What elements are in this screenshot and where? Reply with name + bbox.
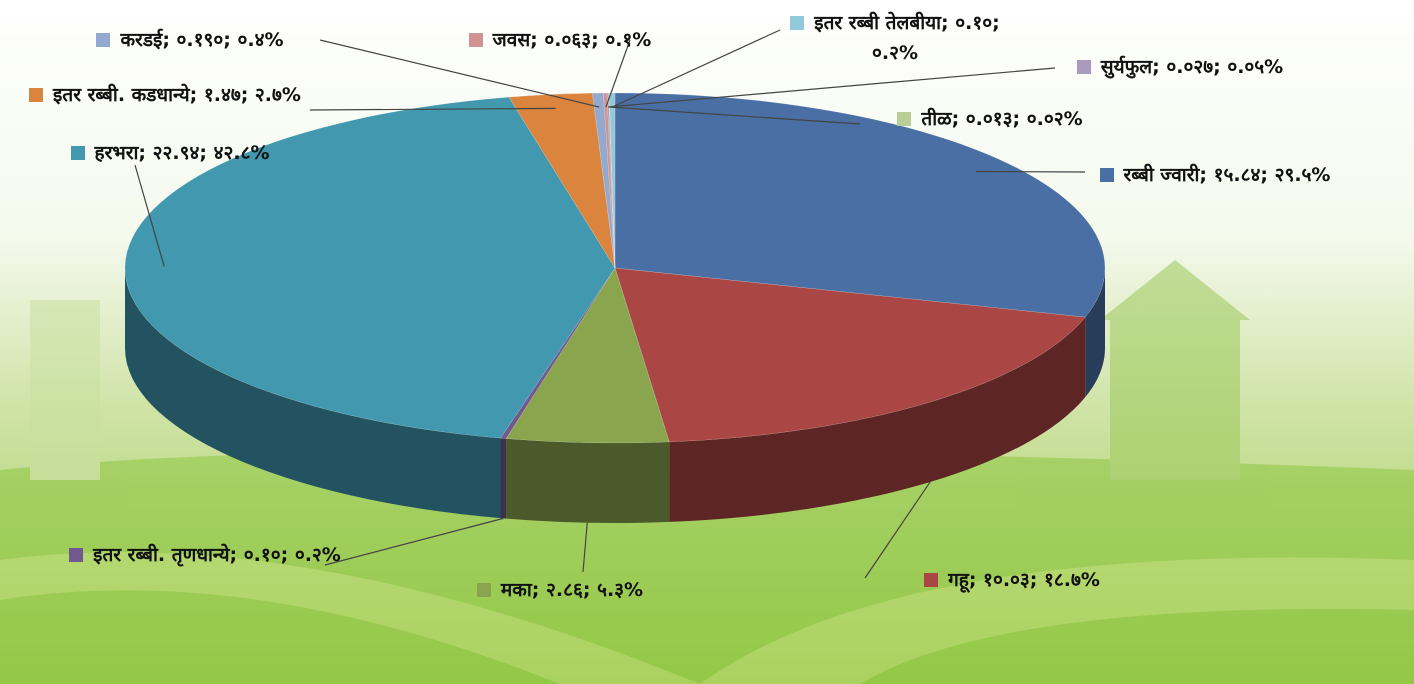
leader-line (608, 68, 1055, 107)
label-text: मका; २.८६; ५.३% (501, 579, 643, 601)
data-label: तीळ; ०.०१३; ०.०२% (855, 104, 1125, 134)
label-swatch (924, 573, 938, 587)
label-text: रब्बी ज्वारी; १५.८४; २९.५% (1124, 164, 1331, 186)
data-label: इतर रब्बी. तृणधान्ये; ०.१०; ०.२% (55, 540, 355, 570)
label-text: हरभरा; २२.९४; ४२.८% (95, 142, 270, 164)
label-text: इतर रब्बी. तृणधान्ये; ०.१०; ०.२% (93, 544, 341, 566)
leader-line (976, 171, 1085, 172)
chart: रब्बी ज्वारी; १५.८४; २९.५% गहू; १०.०३; १८… (0, 0, 1414, 684)
label-swatch (897, 112, 911, 126)
data-label: इतर रब्बी तेलबीया; ०.१०; ०.२% (780, 8, 1010, 68)
slice-side (500, 438, 506, 518)
label-text: जवस; ०.०६३; ०.१% (493, 29, 652, 51)
label-swatch (96, 33, 110, 47)
label-text: गहू; १०.०३; १८.७% (948, 569, 1100, 591)
data-label: करडई; ०.१९०; ०.४% (40, 25, 340, 55)
label-swatch (71, 146, 85, 160)
label-text: तीळ; ०.०१३; ०.०२% (921, 108, 1082, 130)
label-swatch (29, 88, 43, 102)
label-swatch (69, 548, 83, 562)
label-swatch (790, 16, 804, 30)
data-label: जवस; ०.०६३; ०.१% (425, 25, 695, 55)
label-text: सुर्यफुल; ०.०२७; ०.०५% (1101, 56, 1283, 78)
label-swatch (1077, 60, 1091, 74)
data-label: गहू; १०.०३; १८.७% (862, 565, 1162, 595)
slice-side (506, 439, 669, 523)
label-swatch (477, 583, 491, 597)
data-label: रब्बी ज्वारी; १५.८४; २९.५% (1080, 160, 1350, 190)
label-text: इतर रब्बी तेलबीया; ०.१०; ०.२% (814, 12, 999, 64)
data-label: सुर्यफुल; ०.०२७; ०.०५% (1050, 52, 1310, 82)
data-label: इतर रब्बी. कडधान्ये; १.४७; २.७% (15, 80, 315, 110)
label-text: इतर रब्बी. कडधान्ये; १.४७; २.७% (53, 84, 301, 106)
data-label: मका; २.८६; ५.३% (430, 575, 690, 605)
data-label: हरभरा; २२.९४; ४२.८% (15, 138, 325, 168)
label-swatch (1100, 168, 1114, 182)
label-text: करडई; ०.१९०; ०.४% (120, 29, 283, 51)
label-swatch (469, 33, 483, 47)
